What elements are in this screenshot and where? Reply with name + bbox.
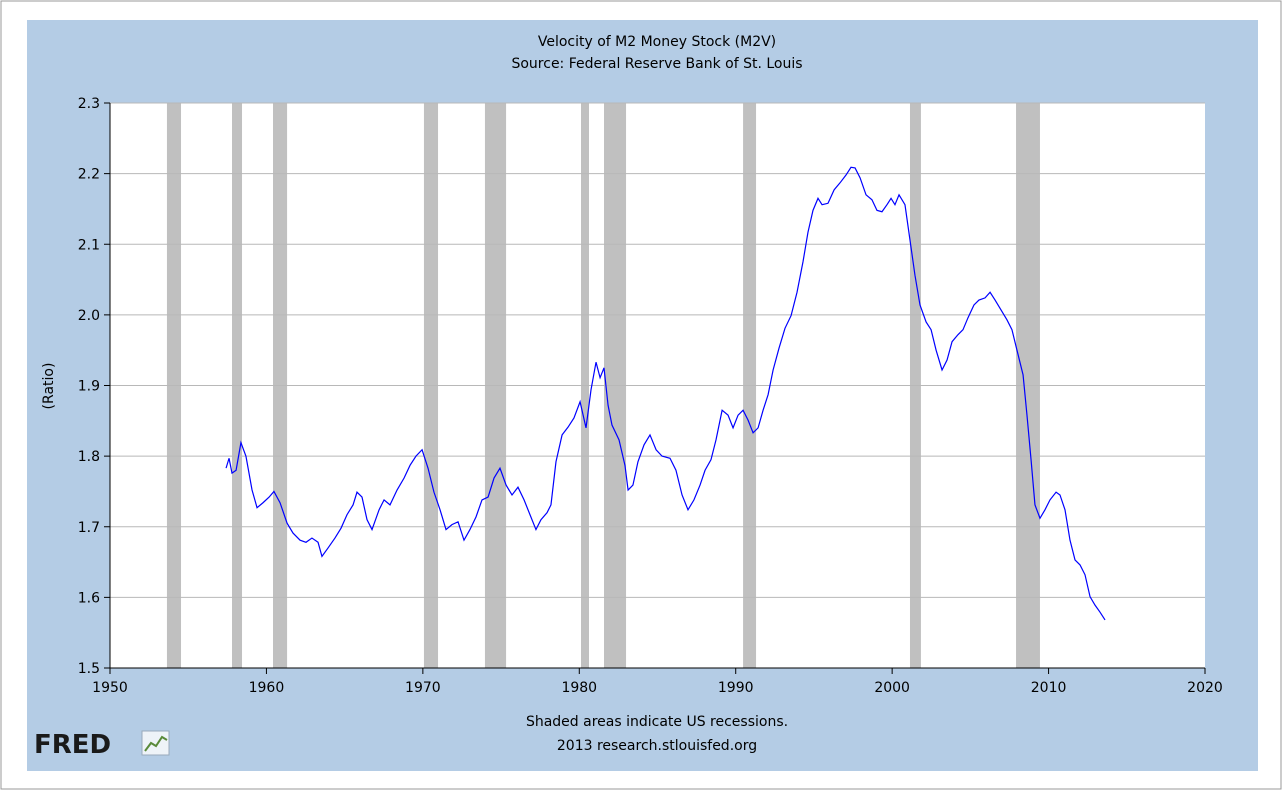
x-tick-label: 1960 <box>249 680 285 696</box>
chart-title: Velocity of M2 Money Stock (M2V) <box>538 34 776 50</box>
data-line <box>225 166 1106 621</box>
y-tick-label: 2.3 <box>78 96 100 112</box>
y-tick-label: 1.7 <box>78 520 100 536</box>
x-tick-label: 1990 <box>718 680 754 696</box>
y-tick-label: 1.9 <box>78 379 100 395</box>
y-axis-label: (Ratio) <box>41 363 57 410</box>
note: Shaded areas indicate US recessions. <box>526 714 788 730</box>
credit: 2013 research.stlouisfed.org <box>557 738 757 754</box>
x-tick-label: 1970 <box>405 680 441 696</box>
x-tick-label: 1950 <box>92 680 128 696</box>
y-tick-label: 1.8 <box>78 449 100 465</box>
y-tick-label: 2.0 <box>78 308 100 324</box>
y-tick-label: 2.2 <box>78 167 100 183</box>
logo-icon <box>141 730 170 756</box>
chart-subtitle: Source: Federal Reserve Bank of St. Loui… <box>511 56 802 72</box>
x-tick-label: 2010 <box>1031 680 1067 696</box>
y-tick-label: 1.5 <box>78 661 100 677</box>
logo: FRED <box>34 730 111 760</box>
x-tick-label: 1980 <box>561 680 597 696</box>
x-tick-label: 2000 <box>874 680 910 696</box>
x-tick-label: 2020 <box>1187 680 1223 696</box>
y-tick-label: 1.6 <box>78 590 100 606</box>
y-tick-label: 2.1 <box>78 237 100 253</box>
